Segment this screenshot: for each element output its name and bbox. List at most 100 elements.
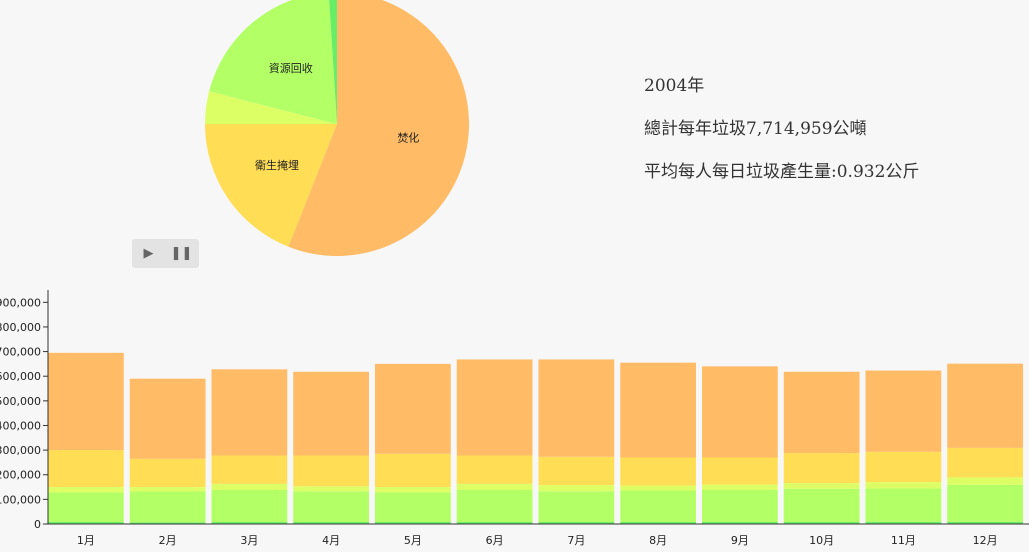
bar-landfill-10 (783, 453, 860, 484)
y-tick-label: 200,000 (0, 469, 41, 482)
bar-kitchen-11 (865, 521, 942, 524)
bar-kitchen-6 (456, 522, 533, 524)
bar-kitchen-10 (783, 522, 860, 524)
bar-landfill-12 (947, 447, 1023, 478)
bar-other-3 (211, 483, 288, 491)
bar-recycling-1 (48, 492, 124, 523)
bar-kitchen-12 (947, 521, 1023, 524)
bar-landfill-4 (293, 455, 369, 487)
bar-recycling-8 (620, 490, 696, 523)
x-tick-label: 3月 (240, 534, 258, 547)
x-tick-label: 2月 (159, 534, 177, 547)
y-tick-label: 500,000 (0, 395, 41, 408)
pause-icon: ❚❚ (170, 246, 193, 261)
bar-incineration-4 (293, 371, 369, 456)
x-tick-label: 10月 (809, 534, 834, 547)
pie-label-landfill: 衛生掩埋 (255, 158, 299, 172)
pause-button[interactable]: ❚❚ (165, 239, 198, 268)
annual-total-label: 總計每年垃圾7,714,959公噸 (644, 119, 867, 139)
bar-incineration-2 (129, 378, 206, 459)
bar-landfill-11 (865, 451, 942, 483)
x-tick-label: 12月 (973, 534, 998, 547)
x-tick-label: 7月 (567, 534, 585, 547)
bar-landfill-5 (375, 453, 451, 488)
x-tick-label: 1月 (77, 534, 95, 547)
x-tick-label: 11月 (891, 534, 916, 547)
bar-recycling-11 (865, 488, 942, 522)
bar-kitchen-2 (129, 522, 206, 524)
bar-other-11 (865, 482, 942, 489)
daily-average-label: 平均每人每日垃圾產生量:0.932公斤 (644, 162, 920, 182)
bar-recycling-2 (129, 491, 206, 523)
pie-slice-landfill (205, 124, 337, 247)
bar-recycling-12 (947, 484, 1023, 522)
y-tick-label: 900,000 (0, 296, 41, 309)
bar-kitchen-9 (702, 522, 778, 524)
bar-landfill-9 (702, 457, 778, 485)
playback-controls: ▶ ❚❚ (132, 239, 199, 268)
bar-other-4 (293, 486, 369, 492)
bar-incineration-11 (865, 370, 942, 452)
bar-other-10 (783, 483, 860, 489)
pie-slice-incineration (288, 0, 469, 256)
y-tick-label: 700,000 (0, 346, 41, 359)
bar-recycling-7 (538, 491, 615, 523)
bar-kitchen-8 (620, 522, 696, 524)
y-tick-label: 800,000 (0, 321, 41, 334)
bar-incineration-8 (620, 362, 696, 458)
bar-other-9 (702, 484, 778, 491)
bar-recycling-10 (783, 488, 860, 523)
pie-slice-other (205, 91, 337, 124)
year-label: 2004年 (644, 76, 705, 96)
bar-kitchen-7 (538, 522, 615, 524)
x-tick-label: 4月 (322, 534, 340, 547)
pie-label-incineration: 焚化 (397, 131, 419, 145)
pie-slice-recycling (209, 0, 337, 124)
bar-other-6 (456, 483, 533, 491)
play-icon: ▶ (143, 246, 154, 261)
bar-recycling-4 (293, 491, 369, 523)
bar-kitchen-1 (48, 522, 124, 524)
bar-landfill-2 (129, 458, 206, 488)
bar-recycling-6 (456, 490, 533, 523)
bar-kitchen-3 (211, 522, 288, 524)
y-tick-label: 100,000 (0, 493, 41, 506)
bar-kitchen-4 (293, 522, 369, 524)
bar-landfill-1 (48, 450, 124, 488)
bar-other-1 (48, 487, 124, 493)
bar-incineration-12 (947, 363, 1023, 448)
bar-recycling-5 (375, 492, 451, 523)
pie-slice-kitchen (329, 0, 337, 124)
bar-other-8 (620, 485, 696, 491)
bar-incineration-3 (211, 369, 288, 456)
bar-other-5 (375, 487, 451, 493)
pie-label-recycling: 資源回收 (269, 61, 313, 75)
x-tick-label: 6月 (486, 534, 504, 547)
bar-incineration-7 (538, 359, 615, 457)
bar-incineration-10 (783, 371, 860, 454)
y-tick-label: 300,000 (0, 444, 41, 457)
y-tick-label: 400,000 (0, 419, 41, 432)
bar-landfill-8 (620, 457, 696, 486)
x-tick-label: 9月 (731, 534, 749, 547)
bar-incineration-1 (48, 352, 124, 451)
bar-landfill-7 (538, 456, 615, 486)
y-tick-label: 600,000 (0, 370, 41, 383)
x-tick-label: 5月 (404, 534, 422, 547)
summary-panel: 2004年 總計每年垃圾7,714,959公噸 平均每人每日垃圾產生量:0.93… (644, 72, 919, 201)
bar-incineration-5 (375, 363, 451, 454)
bar-kitchen-5 (375, 522, 451, 524)
bar-other-7 (538, 485, 615, 492)
stacked-bar-chart: 1月 2月 3月 4月 5月 6月 7月 8月 9月 10月 11月 12月 0 100,000 200,0… (0, 290, 1029, 547)
bar-recycling-9 (702, 490, 778, 523)
bar-other-12 (947, 477, 1023, 485)
bar-landfill-6 (456, 455, 533, 484)
bar-recycling-3 (211, 490, 288, 523)
y-tick-label: 0 (34, 518, 41, 531)
bar-other-2 (129, 487, 206, 492)
play-button[interactable]: ▶ (132, 239, 165, 268)
x-tick-label: 8月 (649, 534, 667, 547)
bar-incineration-9 (702, 366, 778, 458)
bar-incineration-6 (456, 359, 533, 456)
